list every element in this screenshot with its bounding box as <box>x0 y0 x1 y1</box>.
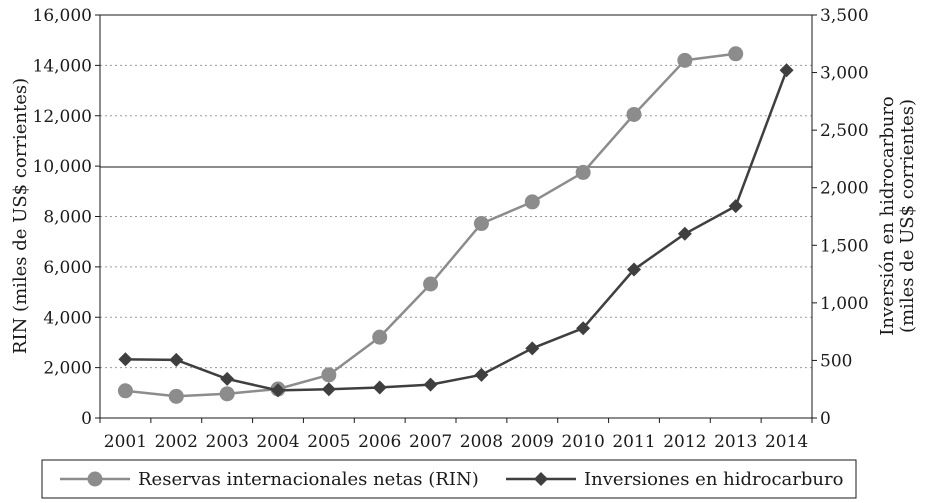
data-point-rin <box>626 106 642 122</box>
right-tick-label: 0 <box>820 409 831 429</box>
legend-box <box>41 459 857 499</box>
x-tick-label: 2012 <box>663 432 706 452</box>
data-point-hidrocarburo <box>525 341 540 356</box>
legend: Reservas internacionales netas (RIN) Inv… <box>41 459 857 499</box>
series-layer <box>117 46 794 404</box>
y-axis-title: RIN (miles de US$ corrientes) <box>10 78 31 354</box>
y2-axis-title-line2: (miles de US$ corrientes) <box>897 99 918 333</box>
left-tick-label: 0 <box>81 409 92 429</box>
data-point-rin <box>372 329 388 345</box>
x-tick-label: 2004 <box>256 432 299 452</box>
legend-label-rin: Reservas internacionales netas (RIN) <box>138 469 479 490</box>
data-point-hidrocarburo <box>118 352 133 367</box>
data-point-rin <box>423 276 439 292</box>
data-point-hidrocarburo <box>271 383 285 398</box>
left-tick-label: 16,000 <box>33 6 92 26</box>
y2-axis-title-line1: Inversión en hidrocarburo <box>877 96 898 336</box>
x-tick-label: 2002 <box>155 432 198 452</box>
data-point-hidrocarburo <box>728 199 743 214</box>
left-tick-label: 10,000 <box>33 157 92 177</box>
x-tick-label: 2003 <box>206 432 249 452</box>
right-tick-label: 2,500 <box>820 121 869 141</box>
left-tick-label: 14,000 <box>33 56 92 76</box>
legend-marker-hidrocarburo <box>534 472 548 486</box>
data-point-hidrocarburo <box>627 262 641 277</box>
legend-marker-rin <box>87 471 103 487</box>
x-axis: 2001 2002 2003 2004 2005 2006 2007 2008 2009 2010… <box>99 418 813 452</box>
data-point-hidrocarburo <box>779 63 794 78</box>
left-axis: 0 2,000 4,000 6,000 8,000 10,000 12,000 14,000 1… <box>33 6 100 429</box>
right-tick-label: 500 <box>820 351 852 371</box>
data-point-hidrocarburo <box>220 371 235 386</box>
data-point-rin <box>575 164 591 180</box>
data-point-hidrocarburo <box>321 382 336 397</box>
x-tick-label: 2001 <box>104 432 147 452</box>
right-tick-label: 1,000 <box>820 294 869 314</box>
right-tick-label: 2,000 <box>820 179 869 199</box>
x-tick-label: 2011 <box>612 432 655 452</box>
data-point-hidrocarburo <box>169 352 184 367</box>
data-point-rin <box>473 216 489 232</box>
grid-lines <box>100 64 812 369</box>
series-line-hidrocarburo <box>125 69 788 392</box>
left-tick-label: 8,000 <box>43 208 92 228</box>
data-point-rin <box>117 383 133 399</box>
right-axis: 0 500 1,000 1,500 2,000 2,500 3,000 3,500 <box>812 6 869 429</box>
right-tick-label: 1,500 <box>820 236 869 256</box>
x-tick-label: 2007 <box>409 432 452 452</box>
x-tick-label: 2008 <box>460 432 503 452</box>
x-tick-label: 2013 <box>714 432 757 452</box>
right-tick-label: 3,500 <box>820 6 869 26</box>
data-point-hidrocarburo <box>677 226 692 241</box>
left-tick-label: 2,000 <box>43 359 92 379</box>
data-point-rin <box>168 388 184 404</box>
left-tick-label: 12,000 <box>33 107 92 127</box>
data-point-rin <box>321 367 337 383</box>
x-tick-label: 2006 <box>358 432 401 452</box>
data-point-rin <box>219 386 235 402</box>
series-line-rin <box>125 52 736 398</box>
data-point-rin <box>728 46 744 62</box>
data-point-hidrocarburo <box>474 367 489 382</box>
data-point-hidrocarburo <box>423 377 438 392</box>
left-tick-label: 4,000 <box>43 308 92 328</box>
x-tick-label: 2010 <box>562 432 605 452</box>
legend-label-hidrocarburo: Inversiones en hidrocarburo <box>584 469 843 490</box>
x-tick-label: 2014 <box>765 432 808 452</box>
right-tick-label: 3,000 <box>820 64 869 84</box>
x-tick-label: 2009 <box>511 432 554 452</box>
data-point-rin <box>524 194 540 210</box>
data-point-hidrocarburo <box>576 321 591 336</box>
x-tick-label: 2005 <box>307 432 350 452</box>
data-point-rin <box>677 52 693 68</box>
left-tick-label: 6,000 <box>43 258 92 278</box>
data-point-hidrocarburo <box>372 380 387 395</box>
